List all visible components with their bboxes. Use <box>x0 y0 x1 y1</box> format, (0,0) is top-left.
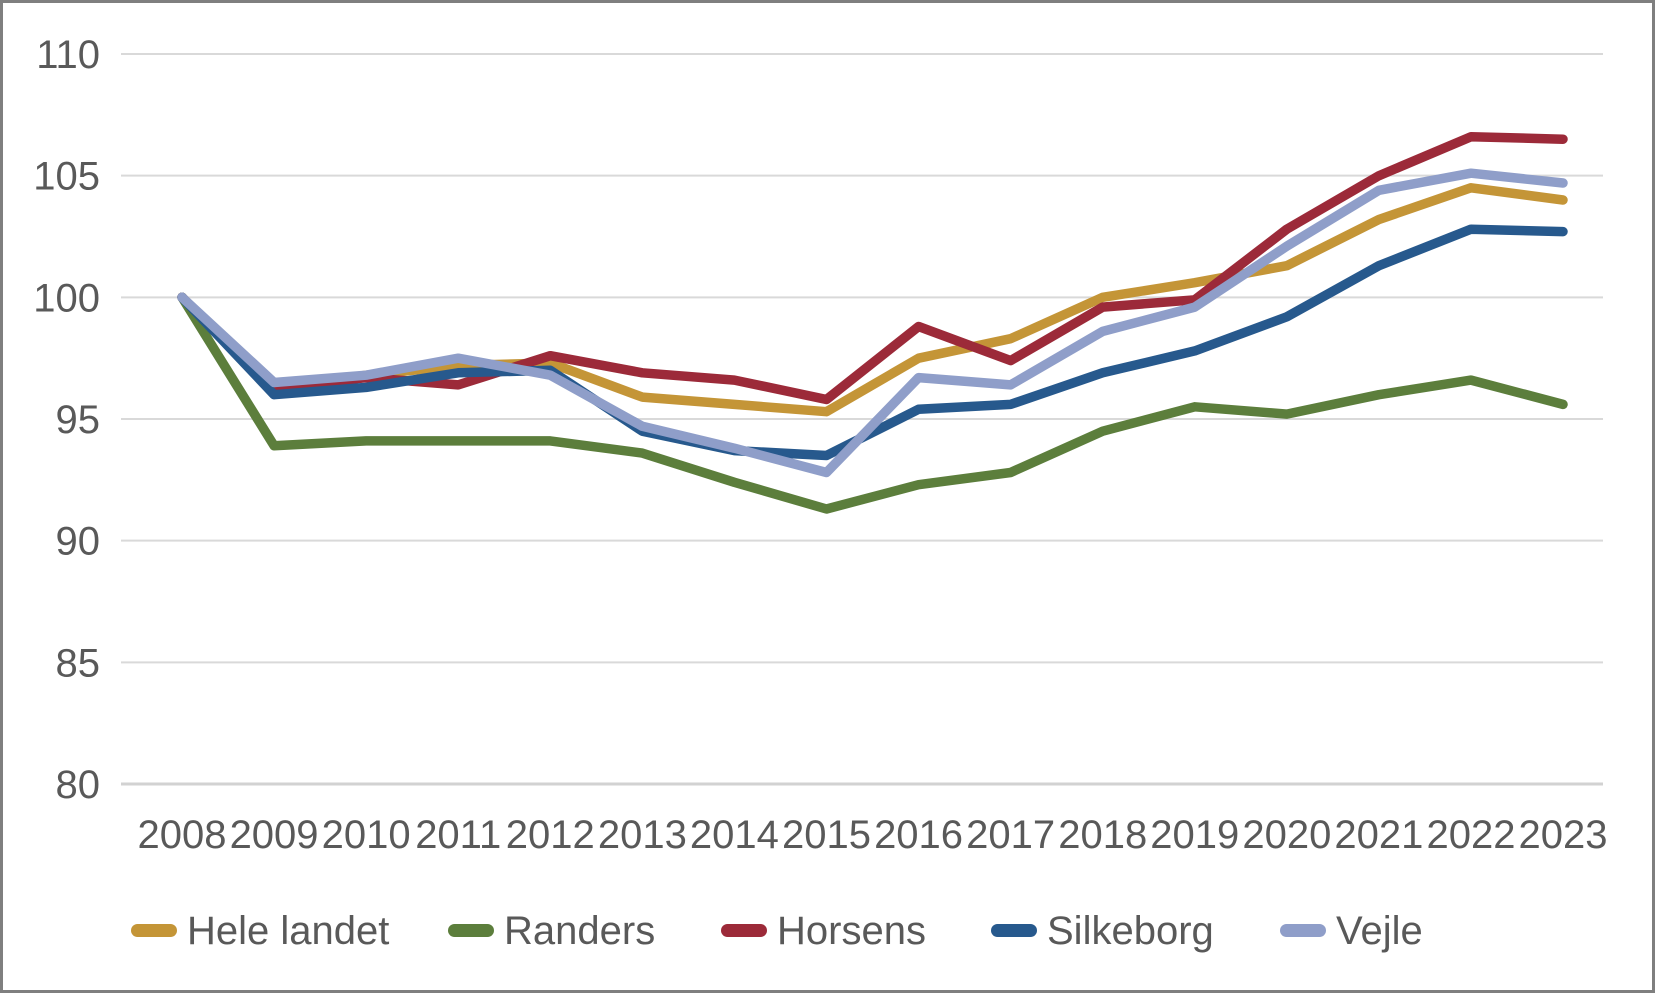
x-tick-label-2014: 2014 <box>690 813 779 857</box>
x-tick-label-2016: 2016 <box>874 813 963 857</box>
y-tick-label-80: 80 <box>56 763 101 807</box>
y-tick-label-95: 95 <box>56 398 101 442</box>
x-tick-label-2023: 2023 <box>1519 813 1608 857</box>
series-line-vejle <box>177 168 1568 478</box>
y-tick-label-105: 105 <box>33 155 100 199</box>
x-tick-label-2008: 2008 <box>138 813 227 857</box>
x-tick-label-2022: 2022 <box>1426 813 1515 857</box>
y-tick-label-110: 110 <box>36 33 100 77</box>
x-tick-label-2021: 2021 <box>1334 813 1423 857</box>
y-tick-label-85: 85 <box>56 641 101 685</box>
x-tick-label-2011: 2011 <box>415 813 501 857</box>
x-tick-label-2012: 2012 <box>506 813 595 857</box>
legend-swatch-horsens <box>721 924 767 937</box>
y-tick-label-100: 100 <box>33 276 100 320</box>
x-tick-label-2013: 2013 <box>598 813 687 857</box>
series-line-silkeborg <box>177 224 1568 461</box>
legend-swatch-randers <box>448 924 494 937</box>
x-tick-label-2009: 2009 <box>230 813 319 857</box>
x-tick-label-2015: 2015 <box>782 813 871 857</box>
legend-swatch-hele-landet <box>131 924 177 937</box>
legend-label-silkeborg: Silkeborg <box>1047 909 1214 953</box>
legend-label-randers: Randers <box>504 909 655 953</box>
series-line-randers <box>177 292 1568 514</box>
legend-label-horsens: Horsens <box>777 909 926 953</box>
x-tick-label-2010: 2010 <box>322 813 411 857</box>
x-tick-label-2017: 2017 <box>966 813 1055 857</box>
legend-swatch-vejle <box>1280 924 1326 937</box>
y-tick-label-90: 90 <box>56 520 101 564</box>
x-tick-label-2020: 2020 <box>1242 813 1331 857</box>
legend-label-hele-landet: Hele landet <box>187 909 389 953</box>
legend-label-vejle: Vejle <box>1336 909 1423 953</box>
legend-swatch-silkeborg <box>991 924 1037 937</box>
x-tick-label-2019: 2019 <box>1150 813 1239 857</box>
x-tick-label-2018: 2018 <box>1058 813 1147 857</box>
